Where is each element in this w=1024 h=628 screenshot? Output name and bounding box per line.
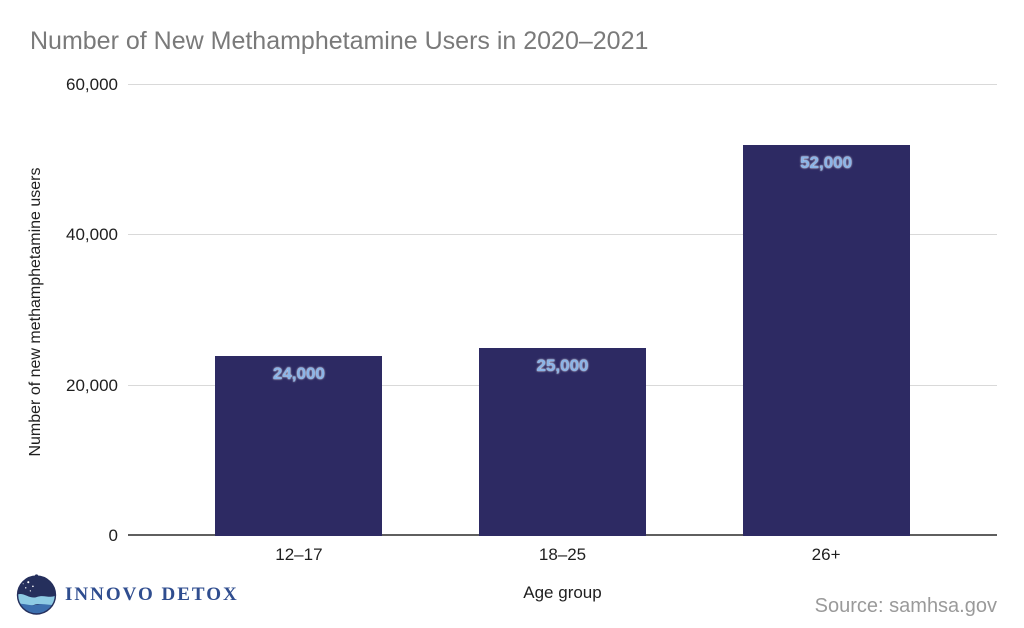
- source-note: Source: samhsa.gov: [814, 595, 997, 617]
- bar-value-label: 24,000: [272, 363, 325, 383]
- x-tick-label: 18–25: [538, 545, 587, 564]
- gridline: [128, 84, 997, 85]
- x-axis-title: Age group: [523, 583, 602, 602]
- x-tick-label: 12–17: [275, 545, 323, 564]
- plot-area: 24,000 25,000 52,000: [128, 84, 997, 536]
- innovo-detox-logo: INNOVO DETOX: [16, 574, 239, 615]
- water-globe-logo-icon: [16, 574, 57, 615]
- chart-title: Number of New Methamphetamine Users in 2…: [30, 27, 649, 55]
- logo-text: INNOVO DETOX: [65, 583, 239, 605]
- y-tick-label: 60,000: [66, 75, 118, 94]
- bar-value-label: 52,000: [800, 153, 853, 173]
- gridline: [128, 234, 997, 236]
- bar-value-label: 25,000: [536, 356, 589, 376]
- y-tick-label: 40,000: [66, 225, 118, 245]
- bar-26+: 52,000: [742, 145, 910, 536]
- y-tick-label: 0: [108, 526, 118, 545]
- x-tick-label: 26+: [811, 545, 841, 564]
- y-axis-ticks: 0 20,000 40,000 60,000: [0, 75, 118, 545]
- x-axis-ticks: 12–17 18–25 26+: [128, 545, 997, 565]
- bar-18–25: 25,000: [479, 348, 646, 536]
- y-tick-label: 20,000: [66, 375, 118, 395]
- bar-12–17: 24,000: [215, 355, 383, 536]
